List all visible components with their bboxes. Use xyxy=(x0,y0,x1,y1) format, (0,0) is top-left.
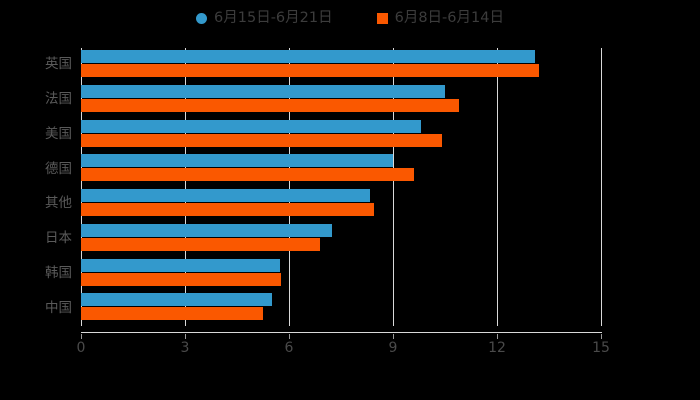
x-tick-mark-2 xyxy=(289,334,290,339)
legend-square-marker-icon xyxy=(376,12,388,24)
y-axis-label-中国: 中国 xyxy=(45,299,72,316)
bar-韩国-series-1[interactable] xyxy=(81,258,281,272)
x-axis-labels: 0 3 6 9 12 15 xyxy=(0,334,700,358)
chart-legend: 6月15日-6月21日 6月8日-6月14日 xyxy=(0,6,700,30)
bar-日本-series-2[interactable] xyxy=(81,237,321,251)
x-axis-label-15: 15 xyxy=(592,340,610,356)
bar-其他-series-1[interactable] xyxy=(81,189,371,202)
y-axis-labels: 英国法国美国德国其他日本韩国中国 xyxy=(0,48,72,326)
gridlines xyxy=(81,48,602,326)
bar-group xyxy=(81,222,601,257)
bar-美国-series-1[interactable] xyxy=(81,119,421,133)
x-tick-mark-1 xyxy=(185,334,186,339)
x-axis-label-9: 9 xyxy=(388,340,398,356)
x-tick-mark-5 xyxy=(601,334,602,339)
bar-group xyxy=(81,257,601,292)
gridline-x-0 xyxy=(81,48,82,326)
x-tick-mark-4 xyxy=(497,334,498,339)
x-tick-mark-3 xyxy=(393,334,394,339)
legend-circle-marker-icon xyxy=(196,12,208,24)
bar-中国-series-1[interactable] xyxy=(81,293,272,307)
y-axis-label-法国: 法国 xyxy=(45,91,72,108)
bar-德国-series-2[interactable] xyxy=(81,168,414,182)
bar-法国-series-2[interactable] xyxy=(81,98,459,112)
bar-其他-series-2[interactable] xyxy=(81,203,374,216)
x-axis-line xyxy=(81,332,602,333)
x-axis-label-3: 3 xyxy=(180,340,190,356)
bar-法国-series-1[interactable] xyxy=(81,84,445,98)
gridline-x-2 xyxy=(289,48,290,326)
x-axis-label-6: 6 xyxy=(284,340,294,356)
y-axis-label-德国: 德国 xyxy=(45,160,72,177)
bar-德国-series-1[interactable] xyxy=(81,154,393,168)
plot-area xyxy=(81,48,601,326)
y-axis-label-韩国: 韩国 xyxy=(45,264,72,281)
legend-item-series-1[interactable]: 6月15日-6月21日 xyxy=(196,10,333,26)
x-axis-label-12: 12 xyxy=(488,340,506,356)
legend-label-series-1: 6月15日-6月21日 xyxy=(214,10,333,26)
bar-group xyxy=(81,48,601,83)
legend-item-series-2[interactable]: 6月8日-6月14日 xyxy=(376,10,504,26)
y-axis-label-其他: 其他 xyxy=(45,195,72,212)
bar-group xyxy=(81,118,601,153)
bar-英国-series-1[interactable] xyxy=(81,50,536,63)
bar-group xyxy=(81,83,601,118)
bar-日本-series-1[interactable] xyxy=(81,223,333,237)
x-axis-label-0: 0 xyxy=(76,340,86,356)
y-axis-label-英国: 英国 xyxy=(45,56,72,73)
bar-美国-series-2[interactable] xyxy=(81,133,442,147)
bar-英国-series-2[interactable] xyxy=(81,64,539,77)
gridline-x-5 xyxy=(601,48,602,326)
bar-group xyxy=(81,187,601,222)
gridline-x-1 xyxy=(185,48,186,326)
legend-label-series-2: 6月8日-6月14日 xyxy=(394,10,504,26)
y-axis-label-美国: 美国 xyxy=(45,125,72,142)
gridline-x-4 xyxy=(497,48,498,326)
bar-group xyxy=(81,152,601,187)
bar-韩国-series-2[interactable] xyxy=(81,272,282,286)
x-tick-mark-0 xyxy=(81,334,82,339)
bar-group xyxy=(81,291,601,326)
gridline-x-3 xyxy=(393,48,394,326)
bar-中国-series-2[interactable] xyxy=(81,307,263,321)
y-axis-label-日本: 日本 xyxy=(45,230,72,247)
